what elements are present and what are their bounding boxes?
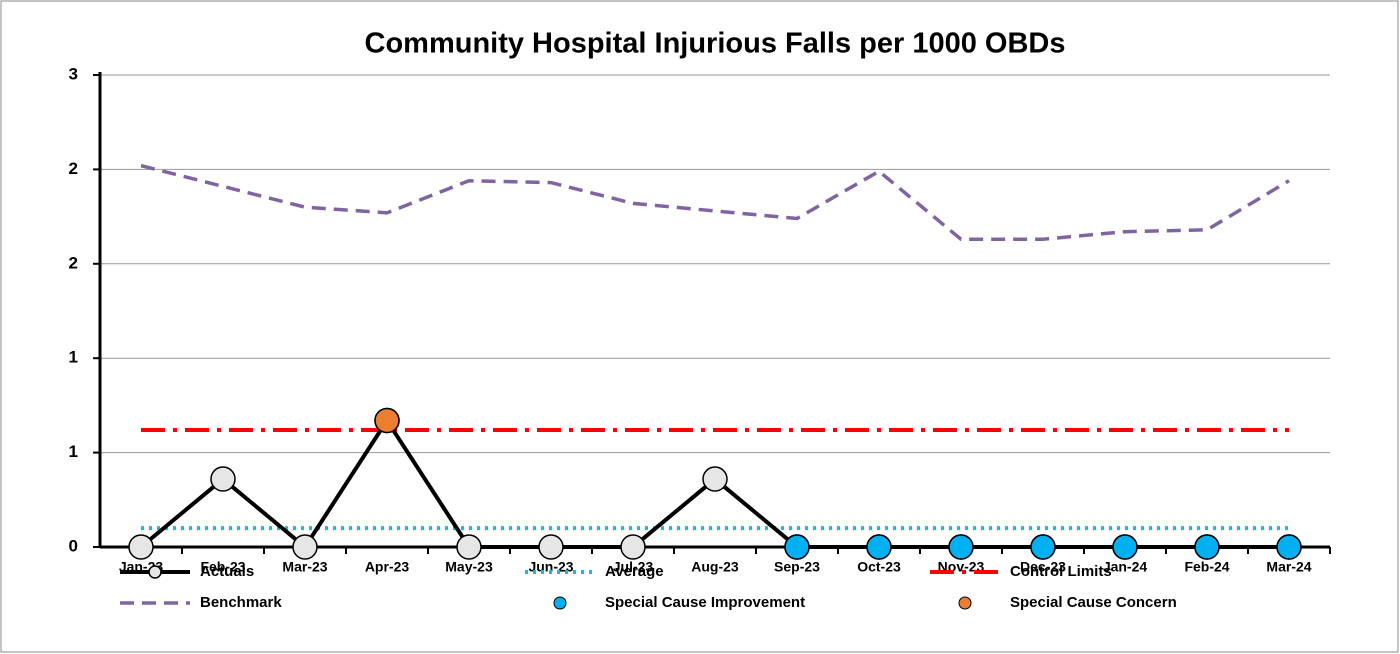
y-tick-label: 0	[69, 536, 78, 555]
legend-label: Actuals	[200, 563, 254, 580]
legend-marker	[958, 596, 972, 610]
marker	[1194, 534, 1220, 560]
marker	[1276, 534, 1302, 560]
x-tick-label: Mar-23	[282, 559, 327, 575]
marker	[128, 534, 154, 560]
legend-label: Average	[605, 563, 664, 580]
marker	[456, 534, 482, 560]
x-tick-label: Aug-23	[691, 559, 739, 575]
marker	[538, 534, 564, 560]
legend-label: Special Cause Concern	[1010, 594, 1177, 611]
marker	[620, 534, 646, 560]
x-tick-label: Apr-23	[365, 559, 410, 575]
x-tick-label: Feb-23	[200, 559, 245, 575]
y-tick-label: 2	[69, 253, 78, 272]
y-tick-label: 3	[69, 64, 78, 83]
x-tick-label: Jan-24	[1103, 559, 1148, 575]
marker	[784, 534, 810, 560]
y-tick-label: 1	[69, 348, 78, 367]
x-tick-label: May-23	[445, 559, 493, 575]
marker	[210, 466, 236, 492]
marker	[292, 534, 318, 560]
x-tick-label: Dec-23	[1020, 559, 1066, 575]
marker	[374, 407, 400, 434]
marker	[702, 466, 728, 492]
legend-label: Control Limits	[1010, 563, 1112, 580]
marker	[948, 534, 974, 560]
x-tick-label: Sep-23	[774, 559, 820, 575]
legend-label: Benchmark	[200, 594, 282, 611]
marker	[866, 534, 892, 560]
chart-title: Community Hospital Injurious Falls per 1…	[365, 28, 1066, 60]
x-tick-label: Oct-23	[857, 559, 901, 575]
y-tick-label: 2	[69, 159, 78, 178]
legend-label: Special Cause Improvement	[605, 594, 805, 611]
x-tick-label: Jun-23	[528, 559, 573, 575]
y-tick-label: 1	[69, 442, 78, 461]
marker	[1112, 534, 1138, 560]
x-tick-label: Feb-24	[1184, 559, 1229, 575]
legend-marker	[553, 596, 567, 610]
marker	[1030, 534, 1056, 560]
legend-marker	[148, 565, 162, 579]
x-tick-label: Mar-24	[1266, 559, 1311, 575]
x-tick-label: Jul-23	[613, 559, 654, 575]
